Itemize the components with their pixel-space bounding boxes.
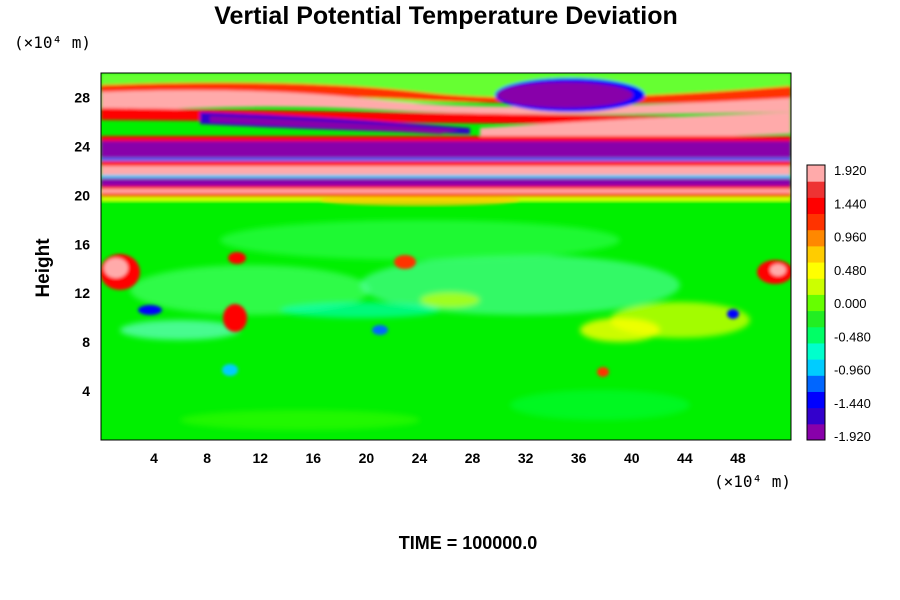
- colorbar-label: 0.000: [834, 296, 867, 311]
- colorbar-swatch: [807, 423, 825, 441]
- colorbar-swatch: [807, 294, 825, 312]
- y-tick-label: 28: [74, 89, 90, 105]
- y-tick-label: 8: [82, 334, 90, 350]
- colorbar-frame: [806, 164, 826, 441]
- x-axis-unit: (×10⁴ m): [714, 472, 791, 491]
- colorbar-swatch: [807, 245, 825, 263]
- colorbar-label: 1.920: [834, 163, 867, 178]
- plot-frame: [100, 72, 792, 441]
- y-axis-unit: (×10⁴ m): [14, 33, 91, 52]
- colorbar-swatch: [807, 391, 825, 409]
- x-tick-label: 32: [518, 450, 534, 466]
- colorbar-label: 0.480: [834, 263, 867, 278]
- colorbar-label: 0.960: [834, 230, 867, 245]
- x-tick-label: 24: [412, 450, 428, 466]
- y-tick-label: 16: [74, 236, 90, 252]
- y-tick-label: 24: [74, 138, 90, 154]
- colorbar-swatch: [807, 359, 825, 376]
- colorbar-label: -0.960: [834, 363, 871, 378]
- colorbar-swatch: [807, 229, 825, 247]
- colorbar-swatch: [807, 326, 825, 344]
- colorbar: [806, 164, 826, 441]
- x-tick-label: 20: [359, 450, 375, 466]
- colorbar-swatch: [807, 278, 825, 295]
- colorbar-swatch: [807, 342, 825, 360]
- colorbar-labels: 1.920 1.440 0.960 0.480 0.000 -0.480 -0.960 -1.…: [834, 163, 871, 444]
- colorbar-swatch: [807, 181, 825, 198]
- colorbar-label: -0.480: [834, 329, 871, 344]
- chart-title: Vertial Potential Temperature Deviation: [214, 2, 678, 30]
- y-tick-label: 4: [82, 383, 90, 399]
- colorbar-swatch: [807, 165, 825, 182]
- colorbar-label: -1.920: [834, 429, 871, 444]
- heatmap-field: [101, 73, 791, 440]
- x-tick-label: 48: [730, 450, 746, 466]
- colorbar-swatch: [807, 375, 825, 392]
- time-label: TIME = 100000.0: [399, 533, 538, 553]
- x-axis-ticks: 4 8 12 16 20 24 28 32 36 40 44 48: [150, 450, 746, 466]
- x-tick-label: 12: [252, 450, 268, 466]
- colorbar-label: -1.440: [834, 396, 871, 411]
- colorbar-label: 1.440: [834, 196, 867, 211]
- y-tick-label: 20: [74, 187, 90, 203]
- colorbar-swatch: [807, 310, 825, 328]
- x-tick-label: 44: [677, 450, 693, 466]
- y-tick-label: 12: [74, 285, 90, 301]
- y-axis-ticks: 4 8 12 16 20 24 28: [74, 89, 90, 399]
- y-axis-label: Height: [33, 238, 54, 298]
- x-tick-label: 28: [465, 450, 481, 466]
- colorbar-swatch: [807, 407, 825, 425]
- x-tick-label: 16: [306, 450, 322, 466]
- colorbar-swatch: [807, 213, 825, 231]
- x-tick-label: 8: [203, 450, 211, 466]
- x-tick-label: 36: [571, 450, 587, 466]
- colorbar-swatch: [807, 262, 825, 279]
- colorbar-swatch: [807, 197, 825, 215]
- x-tick-label: 40: [624, 450, 640, 466]
- x-tick-label: 4: [150, 450, 158, 466]
